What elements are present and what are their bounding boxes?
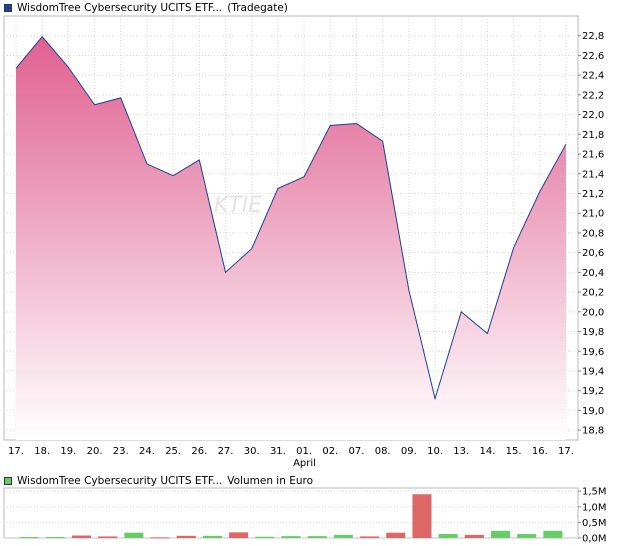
price-area xyxy=(16,36,566,441)
volume-plot-area xyxy=(3,487,579,539)
volume-y-tick: 1,5M xyxy=(582,487,607,498)
price-y-tick: 20,2 xyxy=(582,288,604,299)
volume-bar xyxy=(412,494,432,538)
volume-bar xyxy=(19,537,39,539)
volume-y-axis: 1,5M 1,0M 0,5M 0,0M xyxy=(578,487,607,545)
price-x-axis: 17. 18. 19. 20. 23. 24. 25. 26. 27. 30. 31. 01. 02. 0… xyxy=(8,446,574,468)
volume-legend-unit: Volumen in Euro xyxy=(227,475,314,487)
price-x-tick: 30. xyxy=(244,446,260,457)
price-y-tick: 20,6 xyxy=(582,248,604,259)
volume-bar xyxy=(255,536,275,538)
volume-bar xyxy=(333,534,353,538)
price-y-tick: 21,8 xyxy=(582,130,604,141)
price-legend: WisdomTree Cybersecurity UCITS ETF... (T… xyxy=(4,1,288,15)
volume-bar xyxy=(124,532,144,538)
price-y-tick: 19,6 xyxy=(582,347,604,358)
price-x-tick: 15. xyxy=(506,446,522,457)
price-y-tick: 20,8 xyxy=(582,228,604,239)
price-x-tick: 25. xyxy=(165,446,181,457)
price-x-tick: 23. xyxy=(113,446,129,457)
price-y-tick: 22,2 xyxy=(582,90,604,101)
volume-bar xyxy=(45,537,65,539)
price-y-tick: 21,4 xyxy=(582,169,604,180)
price-x-tick: 19. xyxy=(60,446,76,457)
price-y-tick: 19,8 xyxy=(582,327,604,338)
volume-bar xyxy=(360,536,380,538)
price-y-tick: 21,0 xyxy=(582,209,604,220)
price-y-tick: 20,0 xyxy=(582,307,604,318)
price-x-tick: 10. xyxy=(427,446,443,457)
price-x-tick: 07. xyxy=(349,446,365,457)
volume-bar xyxy=(229,532,249,538)
price-x-tick: 27. xyxy=(218,446,234,457)
price-x-tick: 16. xyxy=(532,446,548,457)
volume-bar xyxy=(307,536,327,538)
price-y-tick: 19,4 xyxy=(582,366,604,377)
price-x-tick: 18. xyxy=(34,446,50,457)
price-x-tick: 09. xyxy=(401,446,417,457)
price-x-group-label: April xyxy=(293,458,316,468)
price-x-tick: 13. xyxy=(453,446,469,457)
volume-y-tick: 0,0M xyxy=(582,534,607,545)
volume-y-tick: 0,5M xyxy=(582,518,607,529)
volume-bar xyxy=(517,533,537,538)
volume-bar xyxy=(71,535,91,538)
watermark: KTIE xyxy=(214,193,262,218)
price-y-tick: 21,6 xyxy=(582,150,604,161)
price-x-tick: 08. xyxy=(375,446,391,457)
price-y-tick: 19,0 xyxy=(582,406,604,417)
price-x-tick: 20. xyxy=(87,446,103,457)
price-legend-venue: (Tradegate) xyxy=(227,2,288,14)
volume-bar xyxy=(150,537,170,539)
price-x-tick: 26. xyxy=(191,446,207,457)
price-legend-name: WisdomTree Cybersecurity UCITS ETF... xyxy=(17,2,223,14)
price-y-tick: 20,4 xyxy=(582,268,604,279)
volume-y-tick: 1,0M xyxy=(582,502,607,513)
volume-bar xyxy=(98,536,118,538)
price-legend-swatch xyxy=(4,4,12,12)
volume-bars xyxy=(19,494,563,539)
volume-legend: WisdomTree Cybersecurity UCITS ETF... Vo… xyxy=(4,474,313,488)
price-y-tick: 22,6 xyxy=(582,51,604,62)
price-x-tick: 01. xyxy=(296,446,312,457)
price-line xyxy=(15,35,567,401)
price-y-tick: 22,8 xyxy=(582,31,604,42)
price-x-tick: 02. xyxy=(322,446,338,457)
volume-legend-swatch xyxy=(4,477,12,485)
price-x-tick: 24. xyxy=(139,446,155,457)
price-y-axis: 22,8 22,6 22,4 22,2 22,0 21,8 21,6 21,4 21,2 21,0… xyxy=(578,31,604,437)
price-x-tick: 17. xyxy=(558,446,574,457)
price-x-tick: 14. xyxy=(479,446,495,457)
volume-bar xyxy=(438,533,458,538)
price-chart: KTIE 22,8 22,6 22,4 22,2 22,0 21,8 21,6 21,4 21,… xyxy=(3,15,604,468)
volume-bar xyxy=(464,534,484,538)
volume-bar xyxy=(202,535,222,538)
price-y-tick: 22,4 xyxy=(582,71,604,82)
price-y-tick: 21,2 xyxy=(582,189,604,200)
price-x-tick: 31. xyxy=(270,446,286,457)
volume-bar xyxy=(176,535,196,538)
volume-bar xyxy=(543,530,563,538)
volume-bar xyxy=(491,530,511,538)
price-y-tick: 19,2 xyxy=(582,386,604,397)
price-y-tick: 18,8 xyxy=(582,426,604,437)
volume-legend-name: WisdomTree Cybersecurity UCITS ETF... xyxy=(17,475,223,487)
volume-bar xyxy=(386,532,406,538)
price-y-tick: 22,0 xyxy=(582,110,604,121)
price-x-tick: 17. xyxy=(8,446,24,457)
volume-grid xyxy=(4,490,578,539)
volume-bar xyxy=(281,536,301,538)
